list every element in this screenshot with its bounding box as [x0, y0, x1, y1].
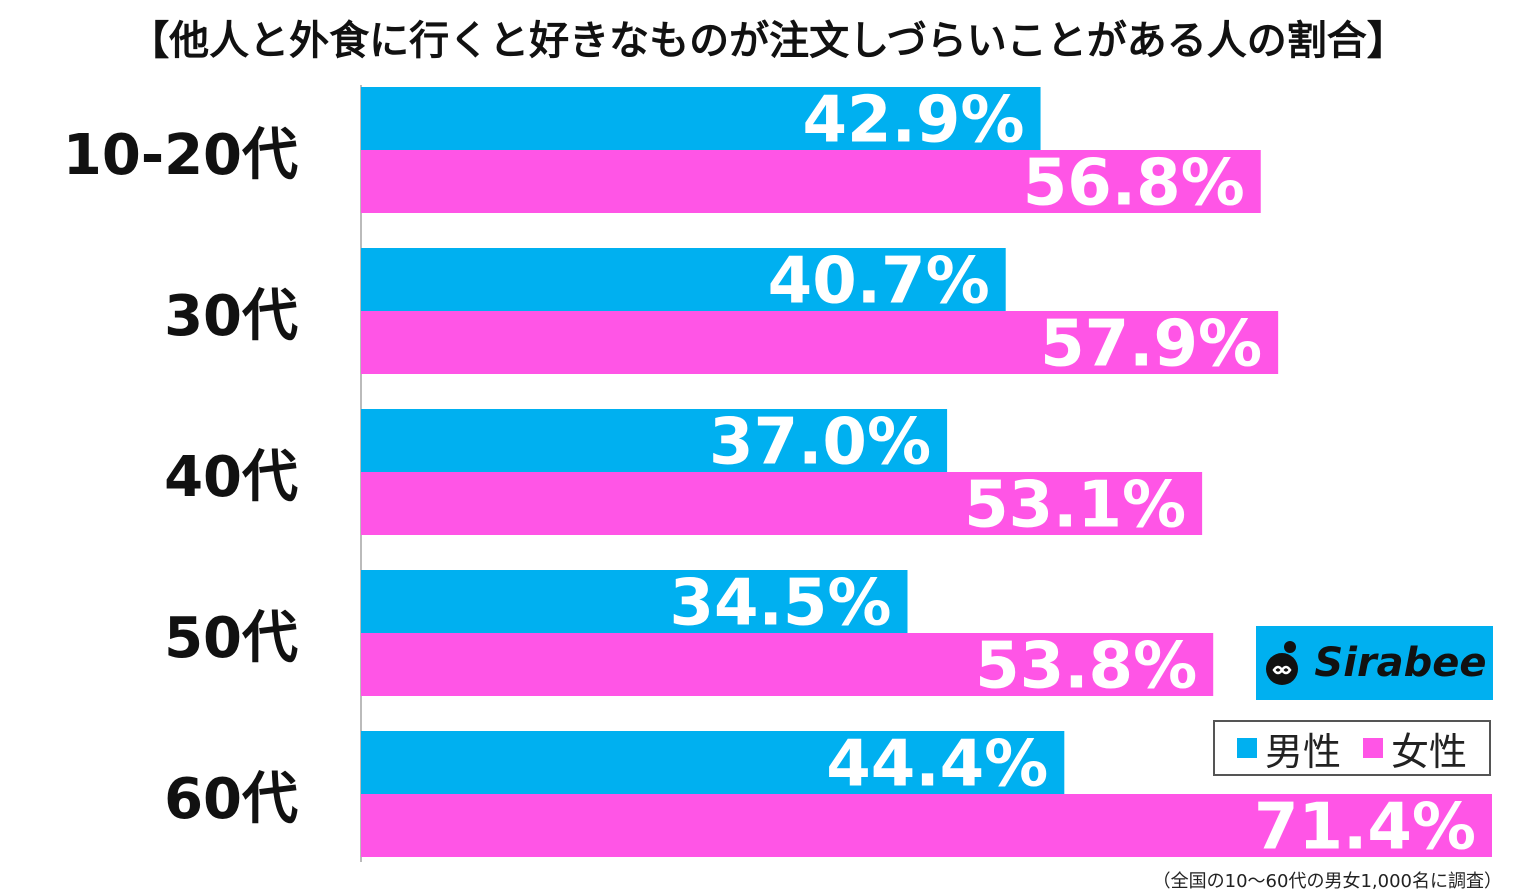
legend-label-male: 男性 — [1264, 729, 1341, 774]
bar-male — [361, 409, 948, 472]
bar-female — [361, 633, 1214, 696]
footnote: （全国の10～60代の男女1,000名に調査） — [1152, 871, 1502, 892]
bar-male — [361, 570, 908, 633]
bar-female — [361, 150, 1261, 213]
data-label-female: 53.8% — [975, 630, 1197, 704]
data-label-male: 40.7% — [768, 245, 990, 319]
data-label-female: 53.1% — [964, 469, 1186, 543]
legend-item-male: 男性 — [1236, 721, 1341, 776]
legend: 男性 女性 — [1213, 720, 1491, 776]
legend-label-female: 女性 — [1390, 729, 1467, 774]
data-label-male: 42.9% — [803, 84, 1025, 158]
sirabee-mark-icon — [1266, 641, 1299, 685]
category-label: 30代 — [164, 284, 298, 349]
sirabee-logo: Sirabee — [1256, 626, 1493, 700]
bar-female — [361, 472, 1203, 535]
data-label-female: 57.9% — [1040, 308, 1262, 382]
bar-male — [361, 731, 1065, 794]
bar-female — [361, 794, 1492, 857]
logo-text: Sirabee — [1314, 640, 1487, 686]
category-label: 60代 — [164, 767, 298, 832]
category-label: 40代 — [164, 445, 298, 510]
data-label-female: 56.8% — [1023, 147, 1245, 221]
legend-swatch-female — [1362, 738, 1383, 758]
legend-item-female: 女性 — [1362, 721, 1467, 776]
bar-male — [361, 87, 1041, 150]
chart-title: 【他人と外食に行くと好きなものが注文しづらいことがある人の割合】 — [129, 18, 1407, 64]
data-label-female: 71.4% — [1254, 791, 1476, 865]
bar-male — [361, 248, 1006, 311]
category-label: 50代 — [164, 606, 298, 671]
category-label: 10-20代 — [63, 123, 298, 188]
legend-swatch-male — [1236, 738, 1257, 758]
data-label-male: 44.4% — [826, 728, 1048, 802]
bar-female — [361, 311, 1279, 374]
data-label-male: 34.5% — [669, 567, 891, 641]
data-label-male: 37.0% — [709, 406, 931, 480]
